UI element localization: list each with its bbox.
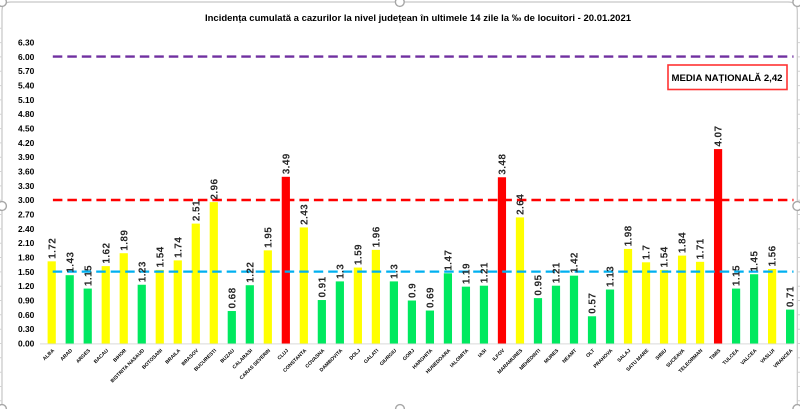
svg-text:5.40: 5.40 [18, 81, 35, 91]
svg-text:1.13: 1.13 [606, 266, 617, 287]
svg-text:1.15: 1.15 [83, 265, 94, 286]
svg-text:1.98: 1.98 [624, 225, 635, 246]
svg-text:2.43: 2.43 [299, 204, 310, 225]
svg-text:1.22: 1.22 [245, 262, 256, 283]
svg-text:1.21: 1.21 [552, 262, 563, 283]
svg-text:1.3: 1.3 [335, 264, 346, 279]
svg-text:1.71: 1.71 [696, 238, 707, 259]
svg-text:3.30: 3.30 [18, 181, 35, 191]
svg-text:1.80: 1.80 [18, 253, 35, 263]
svg-text:0.30: 0.30 [18, 324, 35, 334]
svg-text:MEDIA NAȚIONALĂ 2,42: MEDIA NAȚIONALĂ 2,42 [671, 73, 782, 84]
svg-text:0.69: 0.69 [426, 287, 437, 308]
svg-text:1.89: 1.89 [119, 230, 130, 251]
svg-text:1.54: 1.54 [155, 246, 166, 267]
svg-text:1.50: 1.50 [18, 267, 35, 277]
svg-text:0.90: 0.90 [18, 296, 35, 306]
svg-text:1.56: 1.56 [768, 245, 779, 266]
svg-text:4.50: 4.50 [18, 124, 35, 134]
svg-text:1.19: 1.19 [462, 263, 473, 284]
svg-text:2.40: 2.40 [18, 224, 35, 234]
svg-text:1.74: 1.74 [173, 237, 184, 258]
svg-text:6.30: 6.30 [18, 38, 35, 48]
svg-text:3.48: 3.48 [498, 154, 509, 175]
svg-text:1.15: 1.15 [732, 265, 743, 286]
svg-text:6.00: 6.00 [18, 52, 35, 62]
svg-text:1.42: 1.42 [570, 252, 581, 273]
svg-text:5.10: 5.10 [18, 95, 35, 105]
svg-text:3.49: 3.49 [281, 153, 292, 174]
svg-text:2.96: 2.96 [209, 179, 220, 200]
svg-text:2.70: 2.70 [18, 210, 35, 220]
svg-text:1.54: 1.54 [660, 246, 671, 267]
svg-text:Incidența cumulată a cazurilor: Incidența cumulată a cazurilor la nivel … [205, 13, 632, 24]
svg-text:1.23: 1.23 [137, 261, 148, 282]
svg-text:3.90: 3.90 [18, 152, 35, 162]
svg-text:1.3: 1.3 [389, 264, 400, 279]
svg-text:1.95: 1.95 [263, 227, 274, 248]
svg-text:1.20: 1.20 [18, 281, 35, 291]
svg-text:1.96: 1.96 [371, 226, 382, 247]
svg-text:0.91: 0.91 [317, 276, 328, 297]
svg-text:0.68: 0.68 [227, 287, 238, 308]
svg-text:0.9: 0.9 [408, 283, 419, 298]
svg-text:1.47: 1.47 [444, 250, 455, 271]
svg-text:3.00: 3.00 [18, 195, 35, 205]
svg-text:0.95: 0.95 [534, 275, 545, 296]
svg-text:0.71: 0.71 [786, 286, 797, 307]
svg-text:4.80: 4.80 [18, 109, 35, 119]
svg-text:0.57: 0.57 [588, 293, 599, 314]
svg-text:4.07: 4.07 [714, 125, 725, 146]
svg-text:1.72: 1.72 [47, 238, 58, 259]
svg-text:1.62: 1.62 [101, 243, 112, 264]
svg-text:0.00: 0.00 [18, 339, 35, 349]
svg-text:4.20: 4.20 [18, 138, 35, 148]
svg-text:1.84: 1.84 [678, 232, 689, 253]
svg-text:2.10: 2.10 [18, 238, 35, 248]
svg-text:1.7: 1.7 [642, 245, 653, 260]
svg-text:1.21: 1.21 [480, 262, 491, 283]
svg-text:5.70: 5.70 [18, 66, 35, 76]
svg-text:0.60: 0.60 [18, 310, 35, 320]
svg-text:OLT: OLT [585, 348, 596, 359]
svg-text:IASI: IASI [477, 348, 489, 360]
svg-text:2.64: 2.64 [516, 194, 527, 215]
svg-text:1.43: 1.43 [65, 252, 76, 273]
svg-text:1.59: 1.59 [353, 244, 364, 265]
svg-text:2.51: 2.51 [191, 200, 202, 221]
svg-text:1.45: 1.45 [750, 251, 761, 272]
svg-text:3.60: 3.60 [18, 167, 35, 177]
